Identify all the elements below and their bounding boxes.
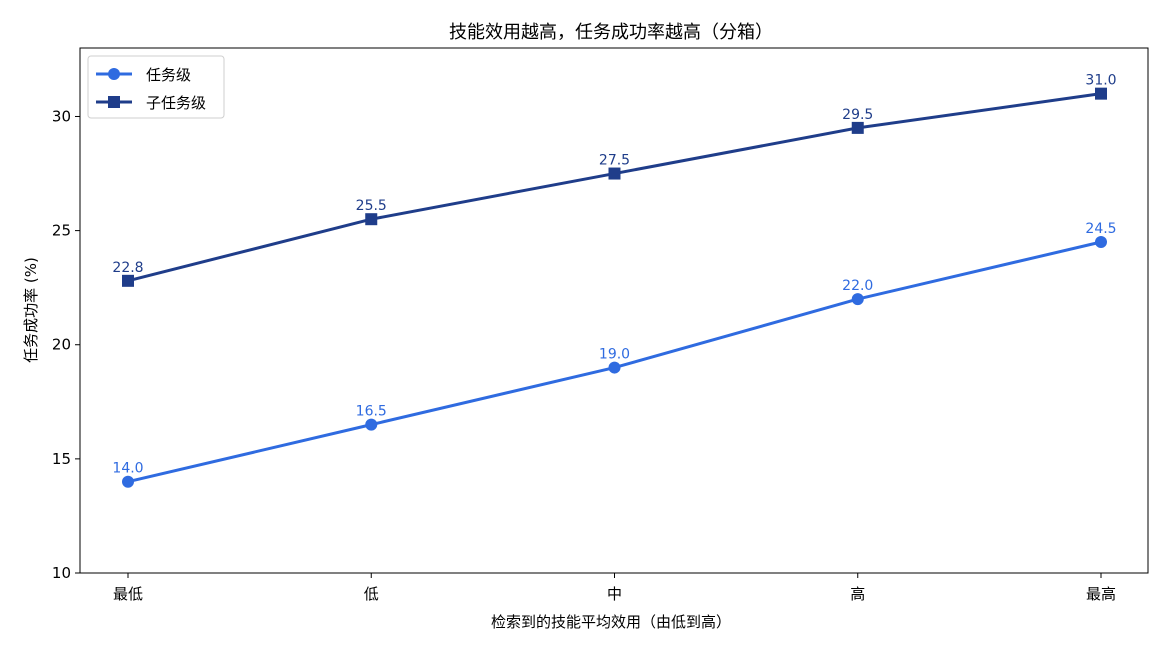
data-point bbox=[365, 213, 378, 226]
data-label: 25.5 bbox=[356, 198, 387, 214]
plot-frame bbox=[79, 47, 1149, 574]
legend-label: 任务级 bbox=[146, 66, 191, 84]
x-tick-label: 高 bbox=[850, 585, 865, 603]
y-axis: 10 15 20 25 30 bbox=[52, 107, 80, 582]
x-tick-label: 最高 bbox=[1086, 585, 1116, 603]
data-label: 29.5 bbox=[842, 107, 873, 123]
data-point bbox=[1095, 87, 1107, 100]
data-label: 19.0 bbox=[599, 347, 630, 363]
legend-marker bbox=[108, 68, 120, 80]
y-tick-label: 10 bbox=[52, 564, 71, 582]
data-label: 27.5 bbox=[599, 153, 630, 169]
y-axis-label: 任务成功率 (%) bbox=[22, 257, 40, 363]
y-tick-label: 25 bbox=[52, 222, 71, 240]
data-point bbox=[851, 293, 864, 306]
data-point bbox=[608, 361, 621, 374]
data-label: 24.5 bbox=[1085, 221, 1116, 237]
x-axis-label: 检索到的技能平均效用（由低到高） bbox=[491, 613, 731, 631]
data-label: 14.0 bbox=[112, 461, 143, 477]
data-point bbox=[608, 167, 621, 180]
series-line-2 bbox=[127, 92, 1102, 283]
data-point bbox=[1095, 236, 1107, 249]
data-label: 16.5 bbox=[356, 404, 387, 420]
data-label: 22.8 bbox=[112, 260, 143, 276]
y-tick-label: 15 bbox=[52, 450, 71, 468]
data-point bbox=[851, 121, 864, 134]
data-point bbox=[122, 274, 134, 287]
legend-label: 子任务级 bbox=[146, 94, 206, 112]
legend-marker bbox=[108, 96, 120, 108]
x-axis: 最低 低 中 高 最高 bbox=[113, 573, 1116, 603]
x-tick-label: 最低 bbox=[113, 585, 143, 603]
data-label: 31.0 bbox=[1085, 73, 1116, 89]
data-point bbox=[122, 475, 134, 488]
chart-title: 技能效用越高，任务成功率越高（分箱） bbox=[449, 22, 773, 43]
y-tick-label: 30 bbox=[52, 107, 71, 125]
series-layer: 14.0 16.5 19.0 22.0 24.5 22.8 25.5 27.5 29.5 31.0 bbox=[112, 73, 1117, 488]
x-tick-label: 中 bbox=[607, 585, 622, 603]
data-point bbox=[365, 418, 378, 431]
x-tick-label: 低 bbox=[364, 585, 379, 603]
data-label: 22.0 bbox=[842, 278, 873, 294]
y-tick-label: 20 bbox=[52, 336, 71, 354]
